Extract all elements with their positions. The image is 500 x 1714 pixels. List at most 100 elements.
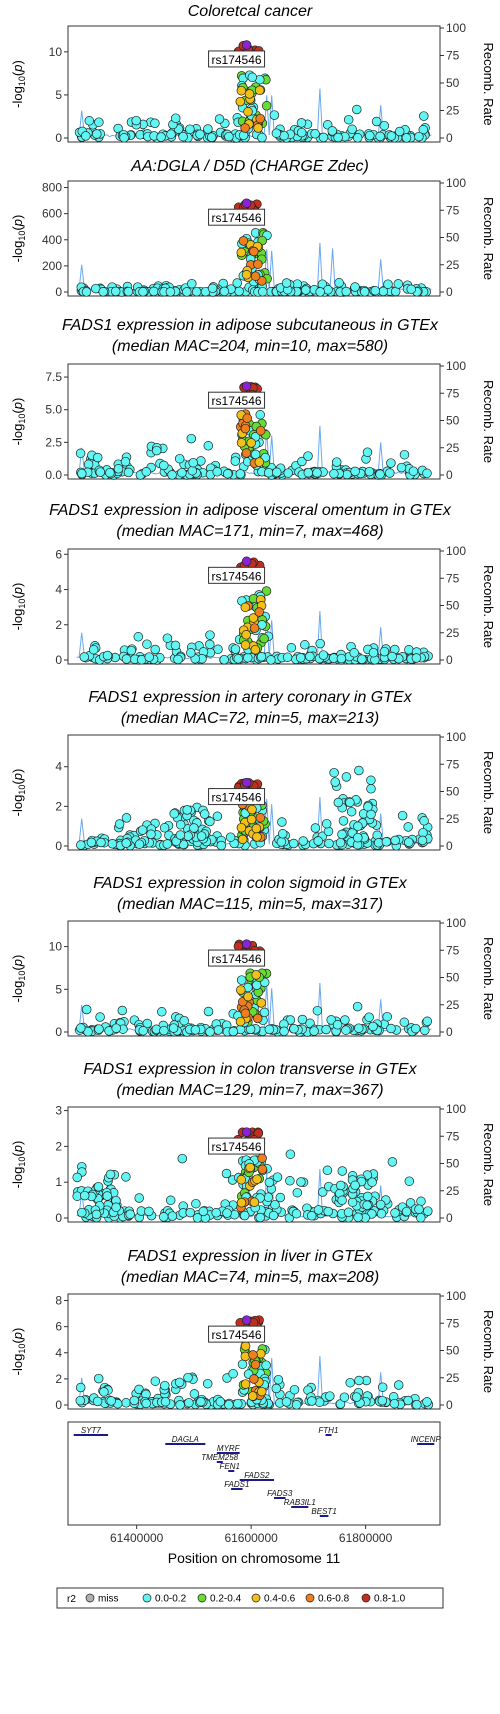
snp-point [379, 646, 390, 657]
snp-point [121, 813, 132, 823]
snp-point [364, 466, 375, 477]
snp-point [350, 466, 360, 477]
snp-point [317, 1187, 328, 1197]
snp-point [224, 131, 234, 142]
gene-label: BEST1 [311, 1507, 336, 1516]
snp-point [81, 1004, 92, 1015]
snp-point [256, 998, 267, 1008]
lead-snp-label: rs174546 [208, 391, 266, 409]
snp-point [120, 456, 131, 467]
snp-point [219, 654, 229, 665]
snp-point [253, 123, 263, 133]
snp-point [383, 279, 393, 289]
snp-point [162, 839, 173, 849]
snp-point [417, 835, 428, 846]
y2-axis-label: Recomb. Rate [481, 42, 496, 125]
snp-point [188, 457, 198, 468]
snp-point [362, 1191, 373, 1202]
y-tick-label: 5 [55, 982, 62, 996]
lead-snp-label: rs174546 [208, 50, 266, 68]
snp-point [216, 840, 227, 851]
snp-point [250, 271, 261, 281]
snp-point [297, 456, 307, 467]
snp-point [323, 285, 333, 295]
snp-point [160, 1380, 170, 1391]
x-axis-label: Position on chromosome 11 [168, 1550, 341, 1566]
snp-point [281, 278, 292, 288]
y2-tick-label: 100 [446, 359, 466, 373]
y2-tick-label: 0 [446, 653, 453, 667]
snp-point [229, 1209, 240, 1220]
snp-point [230, 456, 241, 466]
snp-point [303, 451, 313, 461]
snp-point [251, 970, 261, 980]
snp-point [94, 1024, 104, 1034]
snp-point [189, 1389, 200, 1399]
snp-point [332, 1020, 343, 1030]
snp-point [215, 1396, 226, 1407]
snp-point [77, 1207, 87, 1218]
snp-point [354, 1375, 364, 1386]
snp-point [206, 132, 217, 142]
snp-point [255, 1212, 265, 1223]
legend-item: 0.8-1.0 [361, 1594, 406, 1605]
snp-point [298, 836, 308, 846]
snp-point [354, 1023, 364, 1033]
snp-point [241, 448, 252, 458]
snp-point [422, 1397, 432, 1407]
snp-point [196, 831, 207, 841]
snp-point [232, 278, 242, 288]
snp-point [289, 1023, 299, 1034]
snp-point [263, 467, 274, 478]
y-tick-label: 4 [55, 583, 62, 597]
y2-tick-label: 50 [446, 1344, 460, 1358]
snp-point [385, 468, 395, 478]
snp-point [325, 1391, 335, 1401]
snp-point [92, 129, 102, 139]
snp-point [350, 282, 360, 292]
snp-point [240, 602, 251, 613]
snp-point [249, 246, 259, 257]
gene-best1: BEST1 [311, 1507, 337, 1517]
snp-point [150, 644, 160, 655]
snp-point [397, 810, 408, 821]
y2-axis-label: Recomb. Rate [481, 380, 496, 463]
gene-label: TMEM258 [201, 1453, 238, 1462]
snp-point [386, 458, 396, 468]
y-tick-label: 6 [55, 1320, 62, 1334]
y-tick-label: 0 [55, 131, 62, 145]
x-tick-label: 61600000 [224, 1531, 278, 1545]
snp-point [270, 1199, 280, 1210]
lead-snp-name: rs174546 [212, 394, 262, 408]
snp-point [234, 286, 244, 297]
snp-point [310, 823, 321, 833]
legend-item: 0.6-0.8 [305, 1594, 350, 1605]
snp-point [187, 465, 198, 476]
legend-label: miss [98, 1594, 119, 1605]
snp-point [156, 132, 166, 142]
snp-point [354, 765, 364, 776]
snp-point [326, 1015, 336, 1025]
gene-fen1: FEN1 [219, 1462, 240, 1472]
snp-point [366, 775, 376, 786]
y-axis-label: -log10(p) [10, 583, 27, 631]
panel-title: (median MAC=129, min=7, max=367) [116, 1082, 383, 1099]
legend-item: miss [85, 1594, 119, 1605]
y2-tick-label: 75 [446, 943, 460, 957]
y2-axis-label: Recomb. Rate [481, 565, 496, 648]
y2-tick-label: 0 [446, 131, 453, 145]
snp-point [94, 117, 104, 127]
snp-point [396, 462, 407, 473]
y-tick-label: 4 [55, 1346, 62, 1360]
y-tick-label: 10 [49, 940, 63, 954]
gene-fads1: FADS1 [224, 1480, 249, 1490]
snp-point [133, 632, 144, 642]
snp-point [255, 113, 265, 124]
lead-snp-label: rs174546 [208, 566, 266, 584]
snp-point [337, 1195, 347, 1206]
snp-point [240, 640, 251, 650]
y2-axis-label: Recomb. Rate [481, 1123, 496, 1206]
snp-point [137, 825, 148, 835]
snp-point [256, 1348, 266, 1359]
y-axis-label: -log10(p) [10, 769, 27, 817]
